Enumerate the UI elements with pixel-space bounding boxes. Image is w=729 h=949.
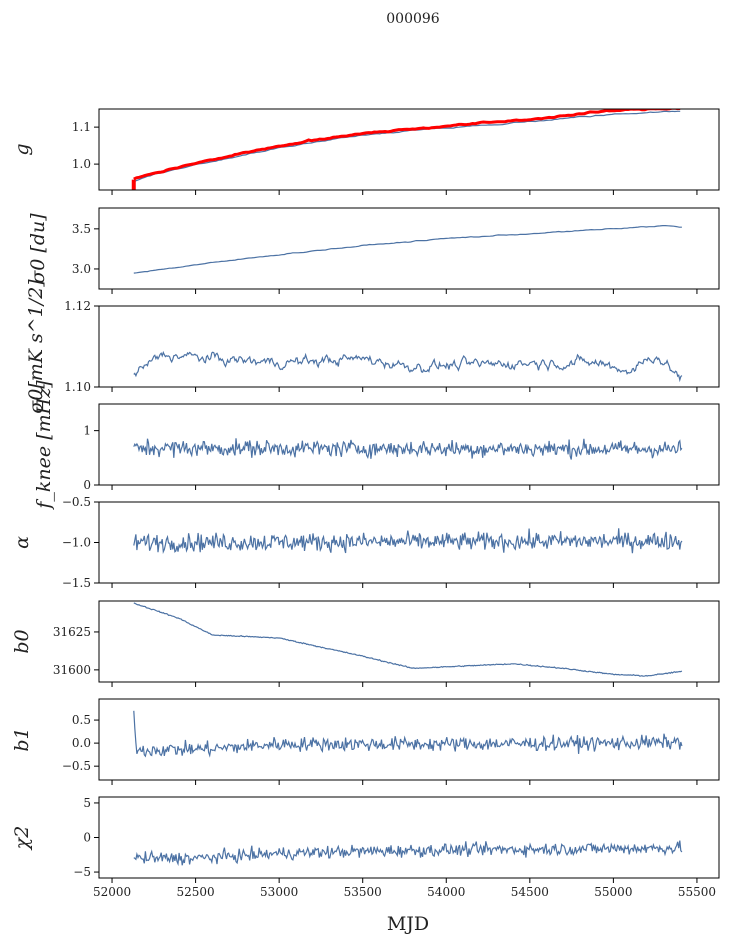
series-line-alpha	[133, 528, 683, 554]
series-line-fknee	[133, 438, 683, 460]
x-tick-label: 54000	[427, 885, 465, 899]
y-tick-label: 1.0	[72, 157, 91, 171]
y-axis-label: g	[11, 143, 33, 155]
y-tick-label: 31625	[53, 625, 91, 639]
y-tick-label: 3.0	[72, 262, 91, 276]
x-tick-label: 55500	[678, 885, 716, 899]
series-line-sigma0-mK	[133, 350, 683, 383]
y-axis-label: σ0 [du]	[27, 213, 49, 284]
series-line-chi2	[133, 840, 683, 867]
y-tick-label: 5	[83, 796, 91, 810]
y-tick-label: 0	[83, 831, 91, 845]
y-axis-label: b0	[11, 629, 33, 653]
panel-4: −1.5 −1.0 −0.5 α	[11, 495, 720, 590]
y-axis-label: α	[11, 536, 33, 549]
y-tick-label: 0.5	[72, 713, 91, 727]
y-tick-label: 1.12	[64, 299, 91, 313]
y-tick-label: −0.5	[62, 495, 91, 509]
x-tick-label: 52000	[93, 885, 131, 899]
panel-5: 31600 31625 b0	[11, 600, 720, 687]
y-tick-label: −0.5	[62, 759, 91, 773]
y-tick-label: 31600	[53, 663, 91, 677]
y-axis-label: σ0[mK s^1/2]	[25, 279, 47, 414]
y-tick-label: 0	[83, 478, 91, 492]
y-tick-label: −1.5	[62, 576, 91, 590]
axes-frame	[98, 600, 720, 683]
x-tick-label: 52500	[176, 885, 214, 899]
axes-frame	[98, 698, 720, 781]
y-tick-label: 1.1	[72, 120, 91, 134]
y-tick-label: 3.5	[72, 222, 91, 236]
y-tick-label: 1.10	[64, 380, 91, 394]
x-tick-label: 53000	[260, 885, 298, 899]
y-axis-label: f_knee [mHz]	[33, 380, 55, 511]
axes-frame	[98, 796, 720, 879]
x-tick-label: 54500	[511, 885, 549, 899]
axes-frame	[98, 501, 720, 584]
panel-0: 1.0 1.1 g	[11, 108, 720, 195]
panel-6: −0.5 0.0 0.5 b1	[11, 698, 720, 785]
panel-7: 52000 52500 53000 53500 54000 54500 55000 55500…	[11, 796, 720, 899]
axes-frame	[98, 305, 720, 388]
axes-frame	[98, 207, 720, 290]
axes-frame	[98, 108, 720, 191]
series-line-g	[133, 110, 681, 183]
panel-3: 0 1 f_knee [mHz]	[33, 380, 720, 511]
series-line-g-fit	[133, 109, 681, 181]
series-line-b0	[133, 602, 683, 677]
series-line-b1	[133, 710, 683, 758]
y-tick-label: 0.0	[72, 736, 91, 750]
panel-1: 3.0 3.5 σ0 [du]	[27, 207, 720, 294]
axes-frame	[98, 403, 720, 486]
chart-title: 000096	[386, 11, 440, 27]
x-tick-label: 53500	[344, 885, 382, 899]
y-tick-label: 1	[83, 424, 91, 438]
y-tick-label: −5	[73, 865, 91, 879]
y-axis-label: b1	[11, 727, 33, 751]
panel-2: 1.10 1.12 σ0[mK s^1/2]	[25, 279, 720, 414]
y-axis-label: χ2	[11, 826, 33, 852]
series-line-sigma0-du	[133, 225, 682, 274]
x-tick-label: 55000	[594, 885, 632, 899]
y-tick-label: −1.0	[62, 536, 91, 550]
x-axis-label: MJD	[387, 913, 429, 935]
